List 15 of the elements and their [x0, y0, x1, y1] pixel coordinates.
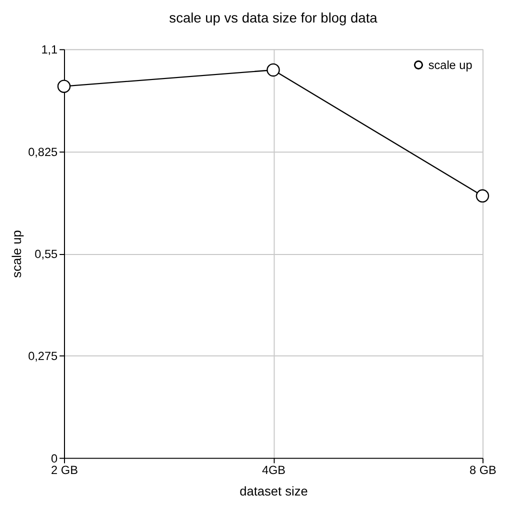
x-tick-label: 2 GB: [51, 463, 78, 478]
y-tick-label: 0,55: [34, 246, 58, 261]
y-tick-label: 1,1: [41, 42, 58, 57]
y-tick-label: 0,825: [28, 144, 58, 159]
y-tick-label: 0,275: [28, 349, 58, 364]
x-tick-label: 4GB: [262, 463, 286, 478]
point: [266, 63, 280, 77]
point: [476, 189, 490, 203]
point: [57, 80, 71, 93]
chart-title: scale up vs data size for blog data: [169, 10, 378, 26]
legend-label: scale up: [428, 58, 473, 72]
x-tick-label: 8 GB: [470, 463, 497, 478]
y-axis-title: scale up: [9, 230, 24, 278]
y-tick-label: 0: [51, 451, 58, 466]
x-axis-title: dataset size: [240, 484, 308, 499]
